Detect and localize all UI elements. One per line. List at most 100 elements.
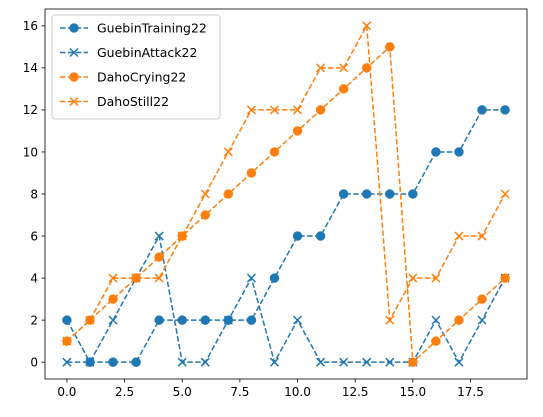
data-point [246,315,257,325]
data-point [362,357,372,367]
series-line [66,109,506,363]
series-DahoStill22 [62,21,510,346]
legend-entry: GuebinTraining22 [60,21,207,36]
data-point [154,273,164,283]
x-tick-label: 7.5 [230,385,249,399]
data-point [477,105,487,115]
legend-label: GuebinAttack22 [97,45,197,60]
y-tick-label: 14 [23,61,38,75]
data-point [454,315,464,325]
x-tick-label: 17.5 [457,385,484,399]
data-point [431,273,441,283]
y-tick-label: 2 [30,313,38,327]
data-point [85,315,95,325]
data-point [223,147,233,157]
data-point [269,273,280,283]
legend-marker [69,23,79,33]
legend-marker [69,96,79,107]
series-GuebinTraining22 [62,105,510,367]
legend-label: GuebinTraining22 [97,21,207,36]
data-point [246,105,256,115]
data-point [108,357,118,367]
y-tick-label: 10 [23,145,38,159]
data-point [339,63,349,73]
y-tick-label: 0 [30,355,38,369]
data-point [408,189,418,199]
legend-marker [69,72,79,82]
data-point [477,294,487,304]
data-point [339,357,349,367]
data-point [361,189,372,199]
data-point [200,189,210,199]
x-tick-label: 12.5 [342,385,369,399]
data-point [108,315,118,325]
x-tick-label: 15.0 [399,385,426,399]
data-point [362,21,372,31]
data-point [454,357,464,367]
series-GuebinAttack22 [62,231,510,367]
legend-entry: GuebinAttack22 [60,45,197,60]
data-point [108,294,118,304]
data-point [269,147,280,157]
y-tick-label: 16 [23,19,38,33]
data-point [177,231,187,241]
y-tick-label: 6 [30,229,38,243]
data-point [500,189,510,199]
y-axis: 0 2 4 6 8 10 12 14 16 [23,19,45,369]
data-point [454,231,464,241]
data-point [292,126,303,136]
data-point [385,315,395,325]
data-point [315,105,326,115]
data-point [338,84,349,94]
data-point [385,357,395,367]
data-point [315,231,326,241]
data-point [85,357,95,367]
data-point [154,315,164,325]
data-point [431,336,441,346]
legend-entry: DahoStill22 [60,94,169,109]
legend-entry: DahoCrying22 [60,70,186,85]
data-point [316,63,326,73]
data-point [62,336,72,346]
data-point [131,273,141,283]
data-point [269,357,279,367]
data-point [200,315,211,325]
data-point [316,357,326,367]
legend-box [51,14,221,120]
data-point [246,168,257,178]
legend-marker [69,47,79,58]
data-point [269,105,279,115]
data-point [131,357,141,367]
y-tick-label: 8 [30,187,38,201]
data-point [200,357,210,367]
series-line [66,23,506,342]
data-point [477,315,487,325]
data-point [62,357,72,367]
data-point [293,105,303,115]
x-tick-label: 0.0 [57,385,76,399]
x-tick-label: 2.5 [115,385,134,399]
legend: GuebinTraining22 GuebinAttack22 DahoCrying… [51,14,221,120]
data-point [408,273,418,283]
legend-label: DahoCrying22 [97,70,186,85]
data-point [500,273,510,283]
data-point [246,273,256,283]
series-layer [62,21,510,367]
data-point [385,42,395,52]
x-axis: 0.0 2.5 5.0 7.5 10.0 12.5 15.0 17.5 [57,379,484,399]
data-point [154,231,164,241]
data-point [292,231,303,241]
data-point [431,315,441,325]
y-tick-label: 12 [23,103,38,117]
data-point [361,63,372,73]
data-point [154,252,164,262]
data-point [108,273,118,283]
data-point [454,147,464,157]
data-point [385,189,395,199]
data-point [500,105,510,115]
data-point [408,357,418,367]
data-point [62,315,72,325]
y-tick-label: 4 [30,271,38,285]
